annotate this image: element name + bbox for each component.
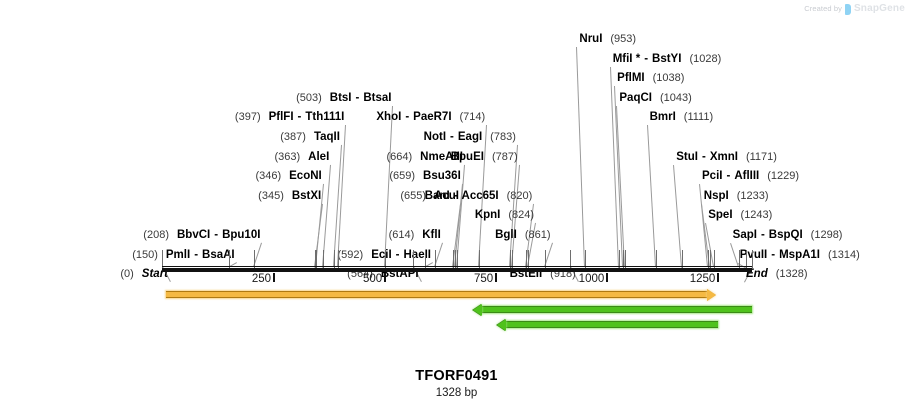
cut-site-tick [708, 250, 710, 268]
site-label: (397) PflFI - Tth111I [234, 111, 345, 124]
cut-site-tick [453, 250, 454, 268]
feature-shaft [505, 321, 719, 328]
site-label: (614) KflI [388, 229, 441, 241]
cut-site-tick [338, 250, 340, 268]
leader-line [673, 164, 683, 268]
ruler-label: 1250 [689, 273, 716, 285]
sequence-length: 1328 bp [435, 387, 478, 399]
cut-site-tick [454, 250, 456, 268]
site-label: NspI (1233) [703, 189, 769, 202]
ruler-tick [273, 273, 276, 282]
site-label: BglI (861) [495, 229, 551, 241]
cut-site-tick [569, 250, 571, 268]
site-label: (150) PmlI - BsaAI [132, 248, 235, 261]
feature-arrowhead [472, 303, 482, 316]
site-label: NotI - EagI (783) [423, 131, 516, 143]
site-label: KpnI (824) [474, 209, 535, 222]
site-label: (346) EcoNI [255, 170, 322, 183]
site-label: (387) TaqII [280, 131, 340, 143]
watermark-prefix: Created by [804, 4, 842, 13]
feature-arrowhead [496, 318, 506, 331]
site-label: (363) AleI [274, 150, 330, 163]
cut-site-tick [385, 250, 387, 268]
cut-site-tick [315, 250, 317, 268]
site-label: XhoI - PaeR7I (714) [376, 111, 486, 124]
site-label: PflMI (1038) [617, 72, 685, 85]
cut-site-tick [457, 250, 458, 268]
site-label: PciI - AflIII (1229) [702, 170, 800, 183]
cut-site-tick [528, 250, 530, 268]
cut-site-tick [714, 250, 716, 268]
cut-site-tick [509, 250, 511, 268]
cut-site-tick [162, 250, 163, 268]
ruler-label: 250 [251, 273, 272, 285]
ruler-tick [384, 273, 387, 282]
cut-site-tick [412, 250, 414, 268]
cut-site-tick [655, 250, 657, 268]
cut-site-tick [738, 250, 740, 268]
site-label: NruI (953) [579, 33, 637, 45]
site-label: (592) EciI - HaeII [337, 248, 432, 261]
snapgene-logo-icon [844, 4, 851, 15]
site-label: PvuII - MspA1I (1314) [739, 248, 860, 261]
feature-shaft [481, 306, 752, 313]
ruler-tick [495, 273, 498, 282]
site-label: BpuEI (787) [450, 150, 518, 163]
site-label: MfiI * - BstYI (1028) [612, 52, 722, 65]
site-label: BanI - Acc65I (820) [424, 189, 533, 202]
leader-line [646, 125, 656, 268]
backbone-bar [162, 268, 752, 272]
cut-site-tick [682, 250, 684, 268]
cut-site-tick [544, 250, 546, 268]
site-label: (0) Start [120, 268, 168, 281]
cut-site-tick [623, 250, 625, 268]
site-label: End (1328) [746, 268, 808, 281]
site-label: BmrI (1111) [649, 111, 714, 124]
cut-site-tick [585, 250, 587, 268]
cut-site-tick [709, 250, 711, 268]
ruler-tick [717, 273, 720, 282]
ruler-label: 1000 [578, 273, 605, 285]
leader-line [576, 47, 586, 268]
cut-site-tick [479, 250, 481, 268]
cut-site-tick [526, 250, 528, 268]
cut-site-tick [333, 250, 335, 268]
site-label: (503) BtsI - BtsaI [296, 91, 392, 104]
cut-site-tick [425, 250, 426, 268]
site-label: SapI - BspQI (1298) [732, 229, 843, 241]
cut-site-tick [618, 250, 620, 268]
ruler-label: 500 [362, 273, 383, 285]
site-label: (664) NmeAIII [386, 150, 463, 163]
feature-shaft [166, 291, 707, 298]
site-label: StuI - XmnI (1171) [676, 150, 777, 163]
cut-site-tick [228, 250, 230, 268]
site-label: PaqCI (1043) [619, 91, 692, 104]
cut-site-tick [752, 250, 753, 268]
watermark-brand: SnapGene [853, 3, 905, 14]
backbone-top-line [162, 266, 752, 267]
cut-site-tick [745, 250, 747, 268]
leader-line [384, 105, 394, 267]
cut-site-tick [323, 250, 325, 268]
cut-site-tick [434, 250, 436, 268]
cut-site-tick [254, 250, 256, 268]
cut-site-tick [511, 250, 513, 268]
feature-arrow[interactable] [496, 318, 719, 331]
site-label: SpeI (1243) [708, 209, 773, 222]
feature-arrow[interactable] [166, 288, 716, 301]
cut-site-tick [625, 250, 627, 268]
ruler-label: 750 [474, 273, 494, 285]
site-label: (345) BstXI [258, 189, 322, 202]
ruler-tick [606, 273, 609, 282]
site-label: (208) BbvCI - Bpu10I [143, 229, 261, 241]
site-label: (659) Bsu36I [389, 170, 461, 183]
page-title: TFORF0491 [415, 368, 498, 384]
site-label: (655) AcuI [400, 189, 459, 202]
feature-arrowhead [706, 288, 716, 301]
feature-arrow[interactable] [472, 303, 752, 316]
snapgene-watermark: Created by SnapGene [804, 3, 905, 15]
